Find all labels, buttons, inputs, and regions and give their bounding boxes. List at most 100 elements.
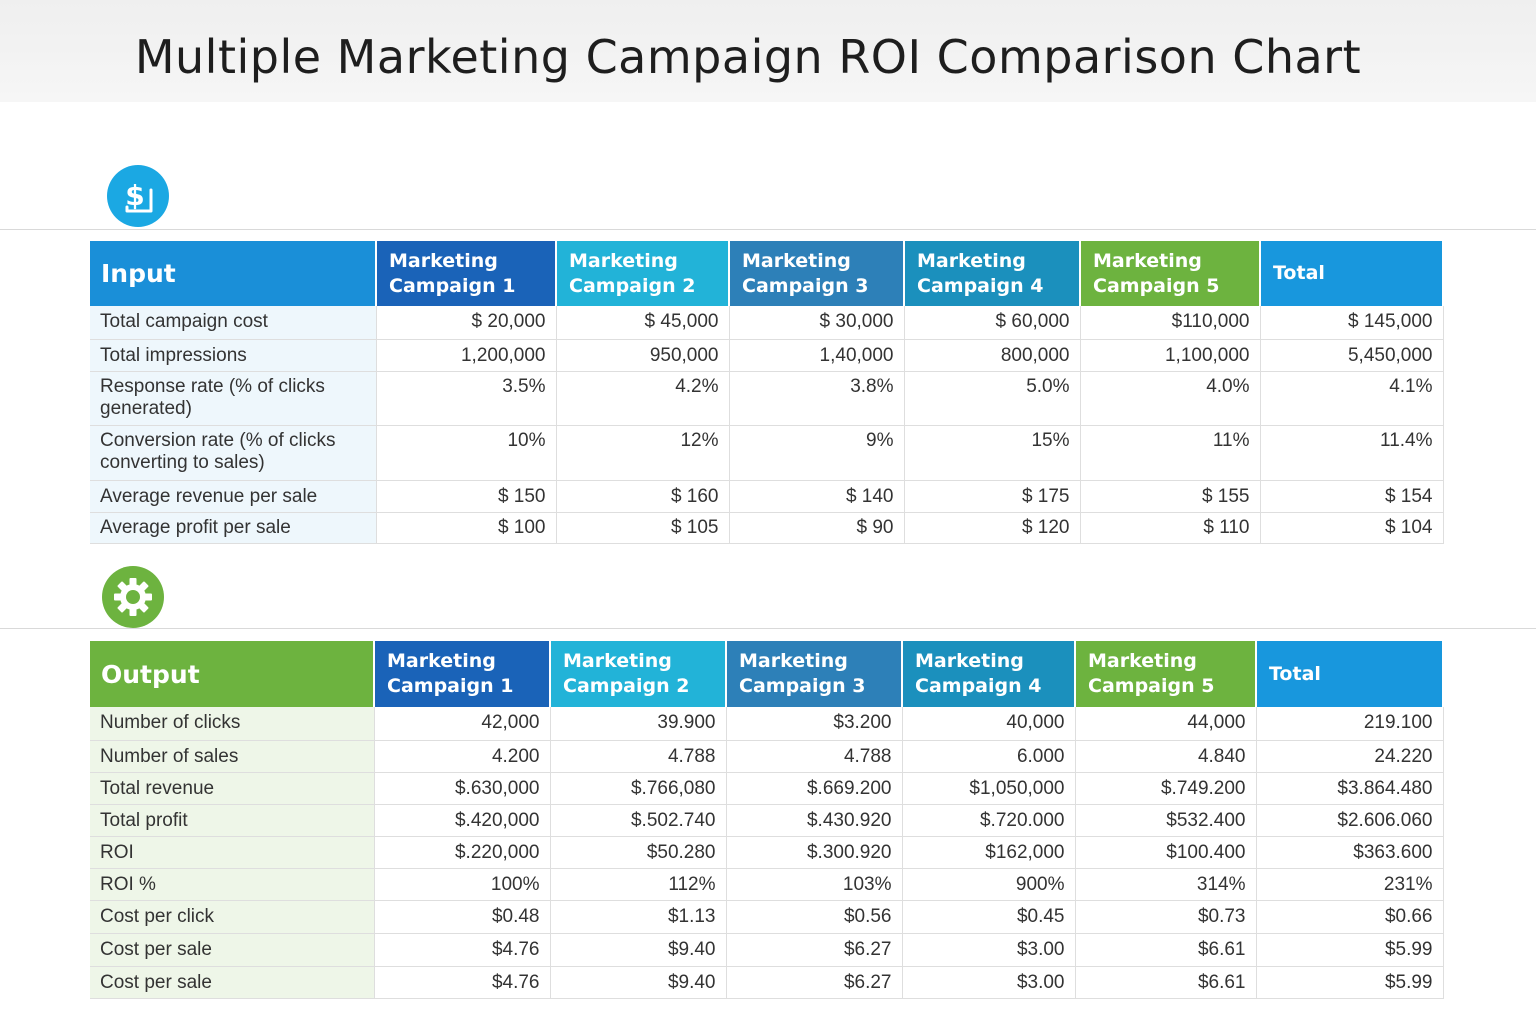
table-cell: $5.99 (1256, 933, 1444, 967)
table-cell: $ 140 (729, 480, 905, 513)
table-cell: $363.600 (1256, 836, 1444, 869)
table-cell: $ 175 (904, 480, 1081, 513)
row-label: ROI (90, 836, 375, 869)
table-cell: $162,000 (902, 836, 1076, 869)
table-cell: $532.400 (1075, 804, 1257, 837)
table-row: Number of clicks 42,000 39.900 $3.200 40,000… (90, 707, 1444, 741)
table-cell: $1.13 (550, 900, 727, 934)
table-cell: $.749.200 (1075, 772, 1257, 805)
table-cell: $0.48 (374, 900, 551, 934)
table-cell: $3.864.480 (1256, 772, 1444, 805)
table-cell: 5.0% (904, 371, 1081, 426)
column-header: Marketing Campaign 3 (729, 241, 905, 306)
table-cell: $5.99 (1256, 966, 1444, 999)
table-cell: $9.40 (550, 966, 727, 999)
table-cell: 9% (729, 425, 905, 481)
column-header: Marketing Campaign 2 (556, 241, 730, 306)
table-cell: $.630,000 (374, 772, 551, 805)
row-label: Conversion rate (% of clicks converting … (90, 425, 377, 481)
table-cell: $3.00 (902, 933, 1076, 967)
table-cell: $ 20,000 (376, 306, 557, 340)
table-cell: 40,000 (902, 707, 1076, 741)
divider (0, 628, 1536, 629)
table-cell: 4.788 (550, 740, 727, 773)
table-cell: 103% (726, 868, 903, 901)
table-cell: 44,000 (1075, 707, 1257, 741)
table-cell: 15% (904, 425, 1081, 481)
table-cell: 6.000 (902, 740, 1076, 773)
table-cell: 231% (1256, 868, 1444, 901)
table-row: Response rate (% of clicks generated) 3.5… (90, 371, 1444, 426)
table-row: ROI $.220,000 $50.280 $.300.920 $162,000 $100… (90, 836, 1444, 869)
table-cell: $.420,000 (374, 804, 551, 837)
table-cell: $6.27 (726, 966, 903, 999)
output-table: Output Marketing Campaign 1 Marketing Ca… (90, 641, 1444, 999)
table-cell: 1,100,000 (1080, 339, 1261, 372)
page-title: Multiple Marketing Campaign ROI Comparis… (134, 30, 1362, 84)
column-header: Marketing Campaign 1 (376, 241, 557, 306)
table-cell: $ 155 (1080, 480, 1261, 513)
table-cell: $ 150 (376, 480, 557, 513)
table-row: Total profit $.420,000 $.502.740 $.430.920 $… (90, 804, 1444, 837)
table-cell: $.720.000 (902, 804, 1076, 837)
table-cell: $ 145,000 (1260, 306, 1444, 340)
row-label: Cost per sale (90, 966, 375, 999)
dollar-icon: $ (107, 165, 169, 227)
table-cell: 1,40,000 (729, 339, 905, 372)
column-header: Marketing Campaign 5 (1075, 641, 1257, 707)
row-label: ROI % (90, 868, 375, 901)
table-cell: 112% (550, 868, 727, 901)
table-cell: 4.0% (1080, 371, 1261, 426)
table-cell: 24.220 (1256, 740, 1444, 773)
column-header: Marketing Campaign 2 (550, 641, 727, 707)
svg-text:$: $ (125, 179, 144, 212)
title-band (0, 0, 1536, 102)
table-cell: 100% (374, 868, 551, 901)
table-cell: $ 105 (556, 512, 730, 544)
input-header: Input (90, 241, 377, 306)
table-cell: 11.4% (1260, 425, 1444, 481)
table-cell: 4.200 (374, 740, 551, 773)
column-header: Total (1260, 241, 1444, 306)
table-cell: $6.61 (1075, 966, 1257, 999)
table-cell: $1,050,000 (902, 772, 1076, 805)
table-cell: $.220,000 (374, 836, 551, 869)
table-cell: $2.606.060 (1256, 804, 1444, 837)
row-label: Total impressions (90, 339, 377, 372)
table-cell: 10% (376, 425, 557, 481)
table-cell: $ 100 (376, 512, 557, 544)
table-cell: 800,000 (904, 339, 1081, 372)
table-row: Cost per click $0.48 $1.13 $0.56 $0.45 $0.73 $… (90, 900, 1444, 934)
table-row: Number of sales 4.200 4.788 4.788 6.000 4.840… (90, 740, 1444, 773)
table-cell: 39.900 (550, 707, 727, 741)
table-cell: $3.00 (902, 966, 1076, 999)
gear-icon (102, 566, 164, 628)
column-header: Marketing Campaign 3 (726, 641, 903, 707)
table-cell: 11% (1080, 425, 1261, 481)
table-cell: $0.56 (726, 900, 903, 934)
table-cell: 42,000 (374, 707, 551, 741)
table-cell: $ 104 (1260, 512, 1444, 544)
table-row: Total impressions 1,200,000 950,000 1,40,00… (90, 339, 1444, 372)
table-row: Average revenue per sale $ 150 $ 160 $ 140 $… (90, 480, 1444, 513)
table-cell: $.766,080 (550, 772, 727, 805)
table-cell: 4.840 (1075, 740, 1257, 773)
table-cell: 4.788 (726, 740, 903, 773)
table-cell: $100.400 (1075, 836, 1257, 869)
row-label: Average revenue per sale (90, 480, 377, 513)
table-cell: 219.100 (1256, 707, 1444, 741)
table-cell: $.502.740 (550, 804, 727, 837)
table-cell: $6.27 (726, 933, 903, 967)
table-cell: $ 90 (729, 512, 905, 544)
column-header: Marketing Campaign 1 (374, 641, 551, 707)
table-cell: $3.200 (726, 707, 903, 741)
table-cell: $4.76 (374, 933, 551, 967)
row-label: Cost per click (90, 900, 375, 934)
column-header: Marketing Campaign 5 (1080, 241, 1261, 306)
table-cell: $9.40 (550, 933, 727, 967)
input-table: Input Marketing Campaign 1 Marketing Cam… (90, 241, 1444, 544)
column-header: Marketing Campaign 4 (902, 641, 1076, 707)
table-row: Conversion rate (% of clicks converting … (90, 425, 1444, 481)
table-cell: $110,000 (1080, 306, 1261, 340)
table-cell: $ 60,000 (904, 306, 1081, 340)
